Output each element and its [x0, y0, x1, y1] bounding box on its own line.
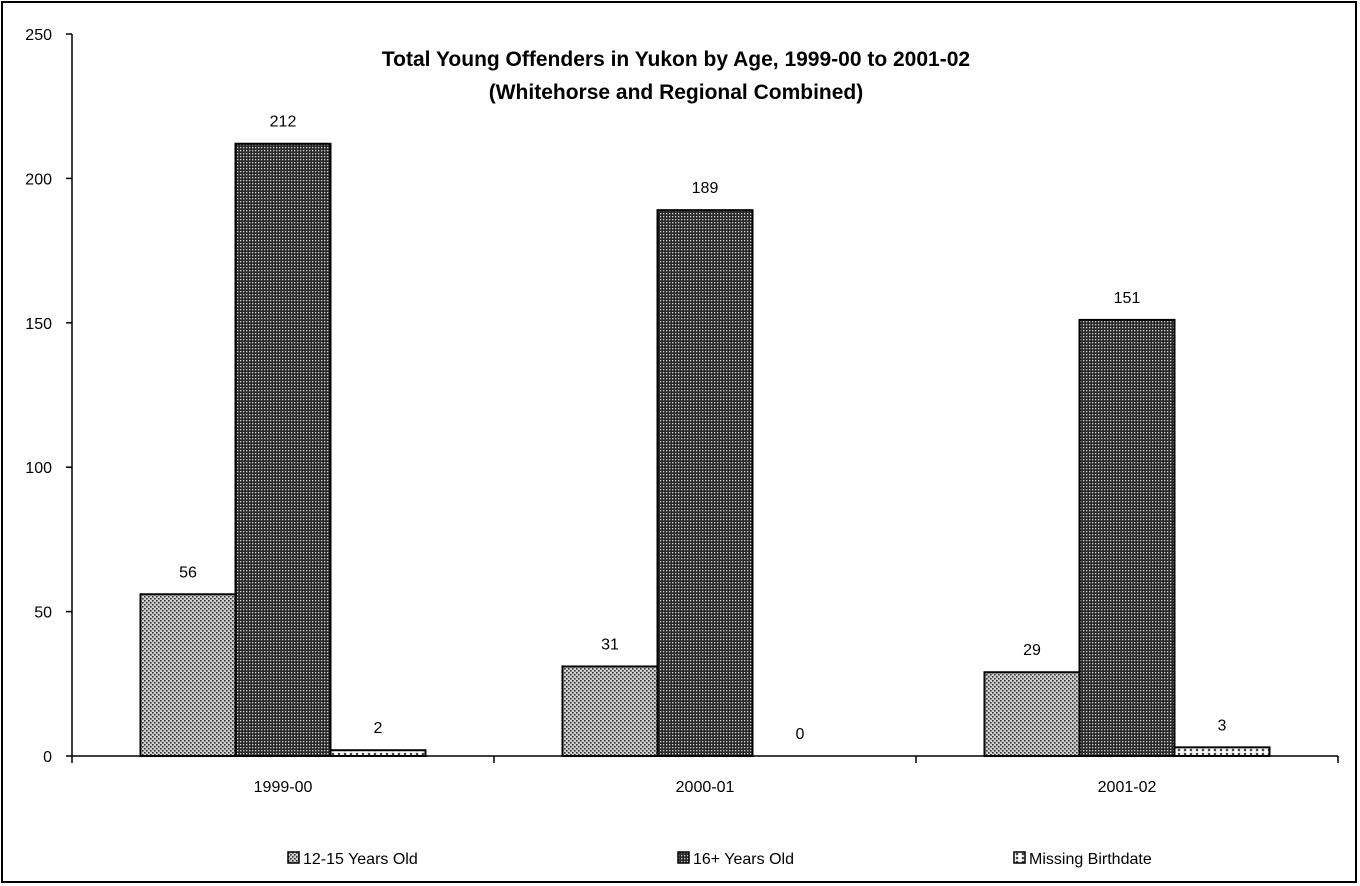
bar [656, 209, 754, 757]
legend-label: 16+ Years Old [693, 851, 794, 868]
bars [139, 142, 1271, 757]
bar [139, 593, 237, 757]
data-label: 56 [179, 564, 197, 581]
chart-subtitle: (Whitehorse and Regional Combined) [489, 81, 864, 104]
legend-swatch [677, 851, 690, 864]
bar [1173, 746, 1271, 757]
data-label: 3 [1218, 717, 1227, 734]
bar [329, 749, 427, 757]
data-label: 29 [1023, 642, 1041, 659]
x-tick-label: 2001-02 [1098, 779, 1157, 796]
data-label: 212 [270, 114, 297, 131]
data-label: 31 [601, 636, 619, 653]
bar [561, 665, 659, 757]
y-tick-label: 150 [25, 316, 52, 333]
y-tick-label: 100 [25, 460, 52, 477]
chart-title: Total Young Offenders in Yukon by Age, 1… [382, 48, 970, 71]
legend: 12-15 Years Old 16+ Years Old Missing Birt… [287, 851, 1152, 868]
bar [983, 671, 1081, 757]
data-label: 0 [796, 726, 805, 743]
bar [1078, 318, 1176, 757]
data-label: 189 [692, 180, 719, 197]
legend-swatch [287, 851, 300, 864]
y-tick-label: 200 [25, 171, 52, 188]
legend-label: 12-15 Years Old [303, 851, 418, 868]
y-tick-label: 0 [43, 749, 52, 766]
bar [234, 142, 332, 757]
x-tick-label: 1999-00 [254, 779, 313, 796]
x-tick-label: 2000-01 [676, 779, 735, 796]
legend-swatch [1013, 851, 1026, 864]
data-label: 151 [1114, 290, 1141, 307]
y-tick-label: 50 [34, 605, 52, 622]
data-labels: 56 212 2 31 189 0 29 151 3 [179, 114, 1226, 743]
y-tick-label: 250 [25, 27, 52, 44]
legend-label: Missing Birthdate [1029, 851, 1152, 868]
data-label: 2 [374, 720, 383, 737]
